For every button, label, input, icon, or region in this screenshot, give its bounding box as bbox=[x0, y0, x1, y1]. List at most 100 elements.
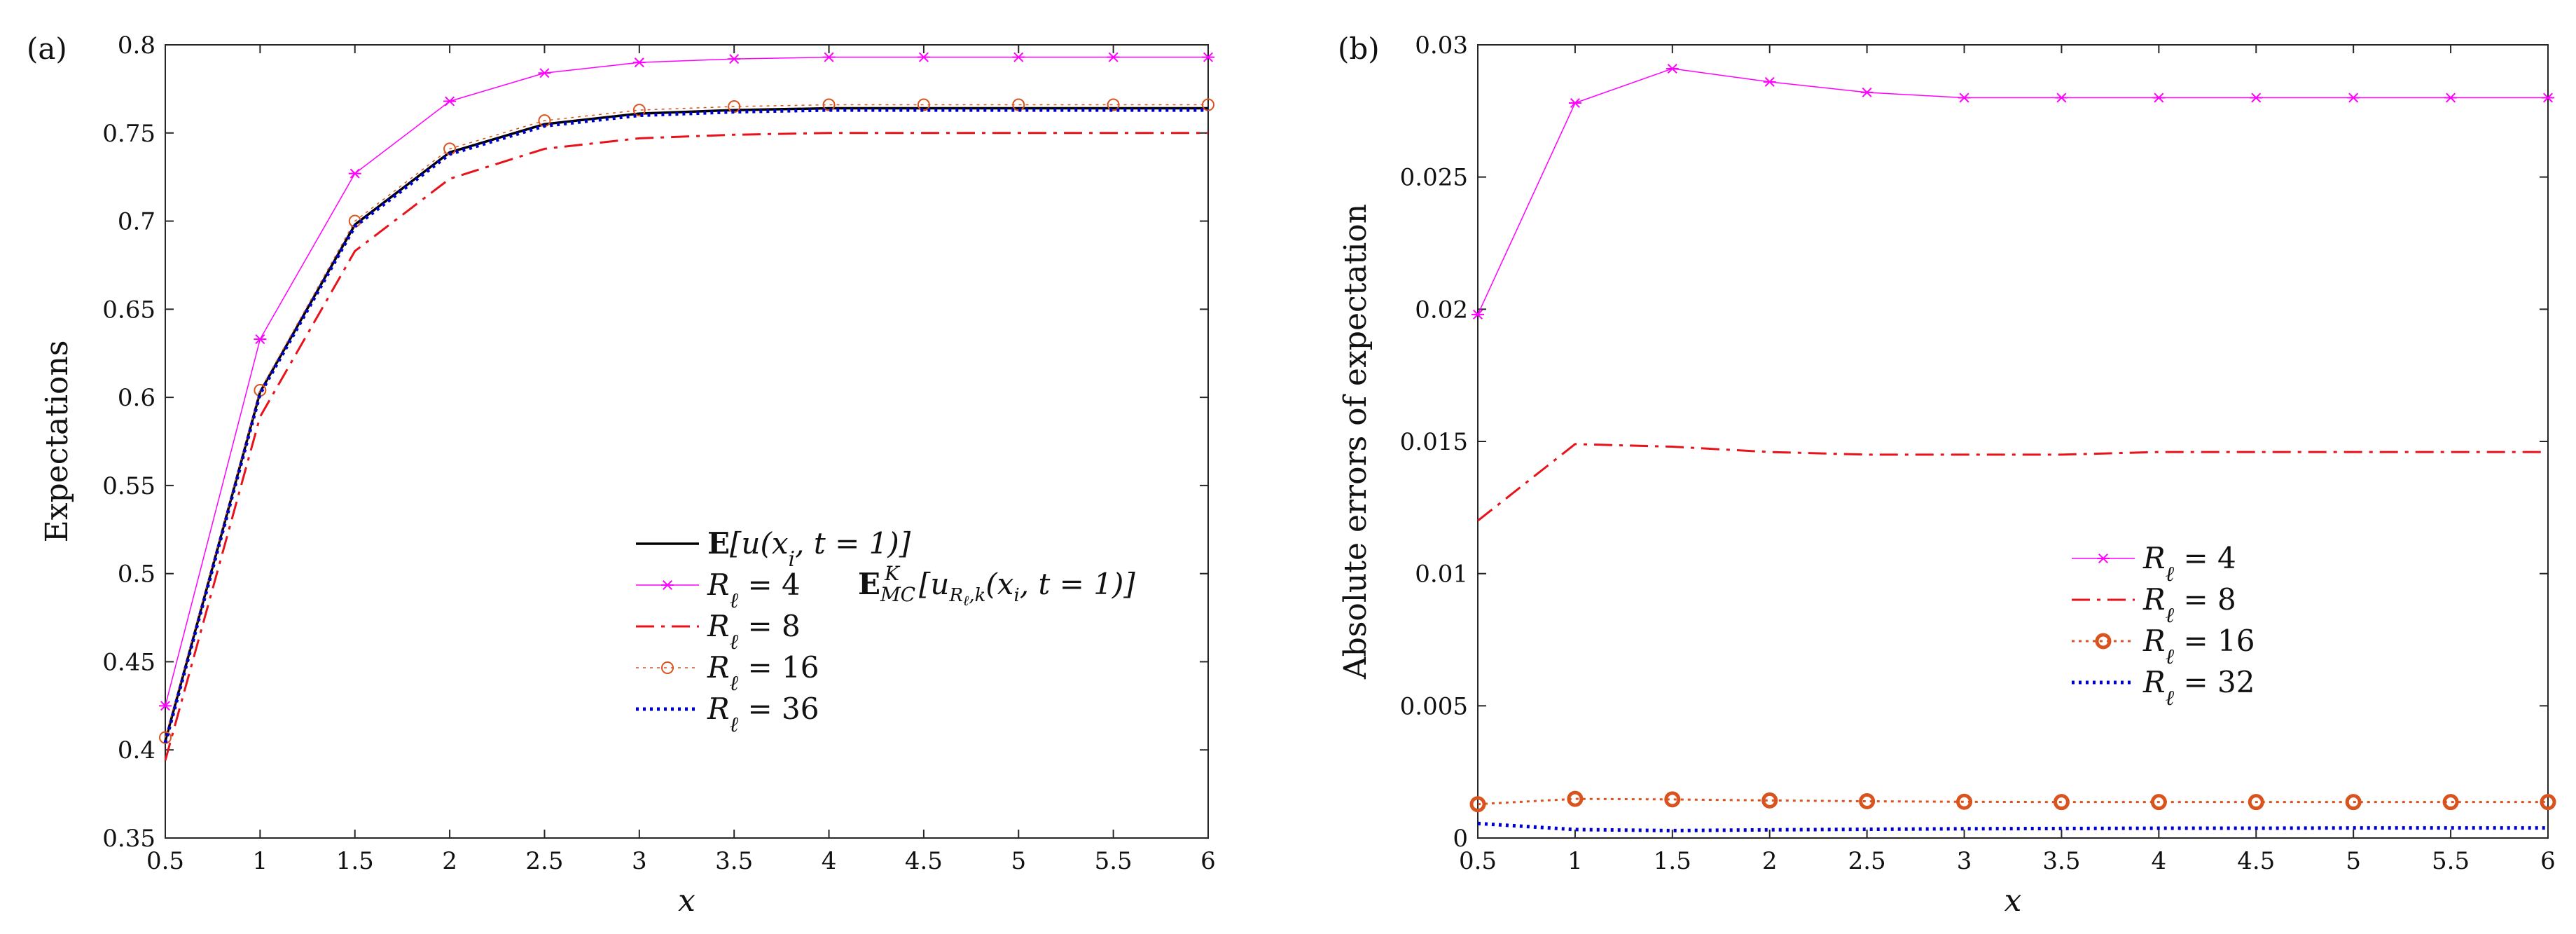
series-3-point bbox=[2540, 794, 2556, 811]
marker-stroke bbox=[662, 579, 673, 591]
chart-panel-b: (b) 0.5 1 1.5 2 2.5 3 3.5 4 4.5 5 5.5 6 0 0.005 0.01 0.0… bbox=[1338, 32, 2556, 919]
legend-marker bbox=[2095, 633, 2112, 650]
marker-stroke bbox=[445, 96, 455, 107]
series-4-point bbox=[822, 98, 836, 111]
marker-circle bbox=[1956, 793, 1973, 810]
legend-label-tail: = 16 bbox=[2174, 624, 2255, 658]
x-tick-label: 4 bbox=[2152, 847, 2167, 875]
x-tick-label: 4.5 bbox=[905, 847, 943, 875]
legend-label-main: R bbox=[2142, 624, 2166, 658]
series-2-point bbox=[632, 57, 646, 68]
marker-circle bbox=[2442, 794, 2459, 811]
marker-stroke bbox=[2098, 553, 2109, 564]
x-axis-title: x bbox=[678, 883, 695, 919]
legend-marker bbox=[661, 579, 674, 591]
marker-stroke bbox=[2348, 92, 2359, 103]
x-tick-label: 3.5 bbox=[715, 847, 753, 875]
legend-label-sub: i bbox=[789, 547, 796, 572]
series-line-5 bbox=[163, 108, 1208, 743]
series-line-1 bbox=[1477, 68, 2548, 315]
x-tick-label: 0.5 bbox=[146, 847, 184, 875]
marker-stroke bbox=[2154, 92, 2164, 103]
marker-circle bbox=[2540, 794, 2556, 811]
x-tick-label: 5.5 bbox=[1095, 847, 1133, 875]
legend-heading-sub: MC bbox=[880, 583, 915, 606]
series-line-2 bbox=[1477, 443, 2548, 522]
x-tick-label: 5 bbox=[2346, 847, 2361, 875]
marker-circle bbox=[1012, 98, 1025, 111]
legend-label-sub: ℓ bbox=[2166, 686, 2175, 710]
x-tick-label: 5.5 bbox=[2432, 847, 2470, 875]
legend-label-main: R bbox=[707, 692, 730, 726]
marker-stroke bbox=[539, 68, 550, 78]
y-tick-label: 0.65 bbox=[102, 296, 155, 324]
legend-label-tail: = 4 bbox=[2174, 541, 2236, 575]
legend-label: Rℓ = 8 bbox=[2142, 582, 2236, 628]
marker-stroke bbox=[634, 57, 644, 68]
series-3-point bbox=[1956, 793, 1973, 810]
marker-stroke bbox=[160, 701, 171, 711]
marker-circle bbox=[2345, 794, 2362, 811]
x-tick-label: 3 bbox=[632, 847, 647, 875]
series-2-point bbox=[917, 52, 930, 62]
x-tick-label: 1.5 bbox=[336, 847, 374, 875]
plot-frame bbox=[165, 44, 1209, 839]
series-3-point bbox=[2150, 794, 2167, 811]
plot-frame bbox=[1477, 44, 2549, 839]
marker-circle bbox=[2150, 794, 2167, 811]
legend-label-main: R bbox=[707, 609, 730, 643]
series-2-point bbox=[538, 68, 551, 78]
series-line-4 bbox=[1477, 821, 2548, 832]
marker-circle bbox=[1567, 790, 1584, 807]
y-tick-label: 0.4 bbox=[118, 736, 155, 764]
marker-stroke bbox=[1570, 98, 1580, 109]
series-2-point bbox=[1012, 52, 1025, 62]
x-tick-label: 1.5 bbox=[1654, 847, 1691, 875]
legend-label: Rℓ = 32 bbox=[2142, 665, 2255, 710]
legend-heading-text: [u bbox=[919, 567, 949, 601]
marker-circle bbox=[1469, 796, 1486, 813]
series-line-4 bbox=[165, 104, 1208, 738]
legend-label-sub: ℓ bbox=[2166, 645, 2175, 669]
legend-label-sub: ℓ bbox=[730, 630, 739, 654]
series-1-point bbox=[2152, 92, 2166, 103]
series-2-point bbox=[1107, 52, 1120, 62]
marker-stroke bbox=[2446, 92, 2456, 103]
legend-label-main: R bbox=[2142, 541, 2166, 575]
marker-stroke bbox=[1862, 87, 1872, 97]
x-tick-label: 6 bbox=[1200, 847, 1216, 875]
series-3-point bbox=[1761, 792, 1778, 809]
x-tick-label: 3.5 bbox=[2042, 847, 2080, 875]
series-4-point bbox=[159, 731, 172, 744]
x-tick-label: 5 bbox=[1011, 847, 1026, 875]
marker-stroke bbox=[2056, 92, 2067, 103]
x-axis-title: x bbox=[2004, 883, 2022, 919]
marker-stroke bbox=[1013, 52, 1024, 62]
legend-label-tail: = 8 bbox=[738, 609, 801, 643]
panel-label: (b) bbox=[1338, 32, 1380, 66]
x-tick-label: 1 bbox=[253, 847, 268, 875]
legend-heading-text: (x bbox=[985, 567, 1013, 601]
legend-label: Rℓ = 8 bbox=[707, 609, 801, 654]
series-2-point bbox=[728, 54, 741, 64]
marker-stroke bbox=[255, 334, 265, 345]
series-line-3 bbox=[1477, 797, 2548, 806]
series-2-point bbox=[822, 52, 836, 62]
legend-heading-sub: ℓ bbox=[963, 592, 969, 609]
marker-stroke bbox=[2251, 92, 2262, 103]
marker-stroke bbox=[349, 168, 360, 179]
legend-label-tail: = 16 bbox=[738, 650, 819, 685]
series-2-point bbox=[254, 334, 267, 345]
marker-circle bbox=[2053, 794, 2070, 811]
marker-circle bbox=[1664, 791, 1681, 808]
legend-label-sub: ℓ bbox=[730, 713, 739, 737]
legend-label-sub: ℓ bbox=[2166, 562, 2175, 586]
y-axis-title: Absolute errors of expectation bbox=[1338, 204, 1373, 680]
y-tick-label: 0.03 bbox=[1415, 32, 1468, 60]
y-tick-label: 0.7 bbox=[118, 208, 155, 236]
series-2-point bbox=[159, 701, 172, 711]
marker-circle bbox=[1107, 98, 1120, 111]
x-tick-label: 3 bbox=[1957, 847, 1972, 875]
marker-stroke bbox=[1203, 52, 1214, 62]
